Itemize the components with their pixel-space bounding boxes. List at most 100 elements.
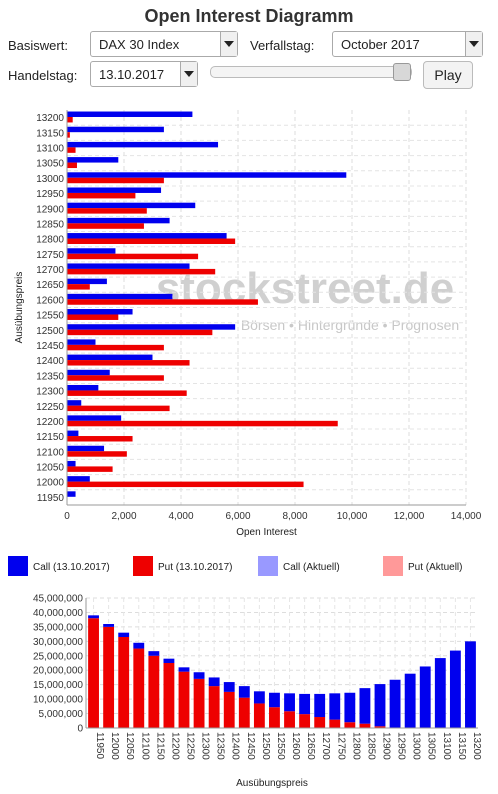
bar-call [299, 693, 311, 715]
y-tick-label: 12050 [36, 463, 64, 474]
bar-put [223, 691, 235, 728]
bar-call [67, 126, 164, 133]
bar-call [67, 111, 193, 117]
x-tick-label: 12900 [381, 732, 392, 760]
basiswert-value: DAX 30 Index [99, 37, 180, 52]
bar-put [67, 284, 90, 290]
play-button[interactable]: Play [423, 61, 473, 89]
bar-call [284, 693, 295, 712]
bar-call [238, 686, 250, 698]
bar-call [67, 263, 190, 269]
bar-call [67, 445, 105, 452]
x-tick-label: 4,000 [168, 511, 193, 522]
bar-put [67, 192, 136, 199]
bar-call [67, 400, 82, 406]
y-tick-label: 12100 [36, 447, 64, 458]
bar-call [67, 460, 76, 467]
bar-put [67, 375, 164, 381]
date-slider-handle[interactable] [393, 63, 411, 81]
bar-put [88, 618, 99, 728]
bar-call [67, 339, 96, 345]
bar-put [67, 436, 133, 442]
cumulative-chart: 0 5,000,000 10,000,000 15,000,000 20,000,000… [33, 594, 482, 790]
bar-put [299, 714, 311, 728]
y-tick-label: 40,000,000 [33, 608, 83, 619]
x-tick-label: 13000 [411, 732, 422, 760]
bar-put [67, 116, 73, 123]
bar-put [193, 678, 205, 728]
x-tick-label: 12050 [124, 732, 135, 760]
bar-put [67, 360, 190, 366]
legend-label: Call (13.10.2017) [33, 562, 110, 573]
bar-put [67, 344, 164, 351]
bar-call [88, 615, 99, 619]
x-tick-label: 10,000 [337, 511, 368, 522]
y-tick-label: 45,000,000 [33, 594, 83, 605]
bar-call [208, 677, 220, 687]
x-tick-label: 13200 [471, 732, 482, 760]
bar-put [67, 177, 164, 184]
x-tick-label: 12350 [215, 732, 226, 760]
y-tick-label: 13200 [36, 113, 64, 124]
y-tick-label: 35,000,000 [33, 622, 83, 633]
y-tick-label: 13100 [36, 143, 64, 154]
y-tick-label: 12550 [36, 311, 64, 322]
chevron-down-icon [465, 32, 482, 56]
handelstag-select[interactable]: 13.10.2017 [90, 61, 198, 87]
y-tick-label: 12000 [36, 478, 64, 489]
x-tick-label: 12100 [139, 732, 150, 760]
bar-call [118, 632, 130, 637]
x-tick-label: 13050 [426, 732, 437, 760]
x-tick-label: 12600 [290, 732, 301, 760]
bar-call [67, 476, 90, 482]
bar-put [269, 707, 280, 728]
x-tick-label: 12200 [169, 732, 180, 760]
verfallstag-value: October 2017 [341, 37, 420, 52]
bar-put [67, 329, 213, 336]
bar-put [314, 717, 326, 728]
bar-call [67, 354, 153, 361]
bar-call [67, 157, 119, 163]
basiswert-select[interactable]: DAX 30 Index [90, 31, 238, 57]
x-tick-label: 12700 [320, 732, 331, 760]
bar-call [67, 415, 122, 421]
y-tick-label: 12800 [36, 235, 64, 246]
legend-swatch [8, 556, 28, 576]
y-tick-label: 13000 [36, 174, 64, 185]
y-tick-label: 12600 [36, 295, 64, 306]
bar-put [103, 626, 115, 728]
y-tick-label: 13050 [36, 159, 64, 170]
y-tick-label: 12700 [36, 265, 64, 276]
y-tick-label: 10,000,000 [33, 695, 83, 706]
bar-call [67, 172, 347, 178]
bar-call [67, 217, 170, 224]
chart-legend: Call (13.10.2017) Put (13.10.2017) Call (A… [8, 556, 462, 576]
bar-put [67, 238, 236, 244]
bar-put [374, 726, 386, 728]
bar-call [223, 682, 235, 692]
x-tick-label: 12450 [245, 732, 256, 760]
x-tick-label: 12400 [230, 732, 241, 760]
x-axis-title: Ausübungspreis [236, 778, 308, 789]
handelstag-label: Handelstag: [8, 68, 78, 83]
x-tick-label: 13100 [441, 732, 452, 760]
y-tick-label: 0 [77, 724, 83, 735]
handelstag-value: 13.10.2017 [99, 67, 165, 82]
bar-call [434, 658, 446, 728]
bar-put [67, 208, 147, 214]
date-slider-track[interactable] [210, 66, 412, 78]
bar-put [238, 697, 250, 728]
bar-put [67, 253, 199, 260]
bar-put [133, 648, 145, 728]
y-tick-label: 20,000,000 [33, 666, 83, 677]
x-tick-label: 12850 [365, 732, 376, 760]
legend-swatch [133, 556, 153, 576]
legend-label: Put (13.10.2017) [158, 562, 233, 573]
x-tick-label: 12300 [200, 732, 211, 760]
verfallstag-select[interactable]: October 2017 [332, 31, 483, 57]
bar-put [67, 420, 338, 427]
bar-put [253, 703, 265, 728]
x-tick-label: 14,000 [451, 511, 482, 522]
bar-call [67, 293, 173, 300]
bar-call [103, 624, 115, 627]
